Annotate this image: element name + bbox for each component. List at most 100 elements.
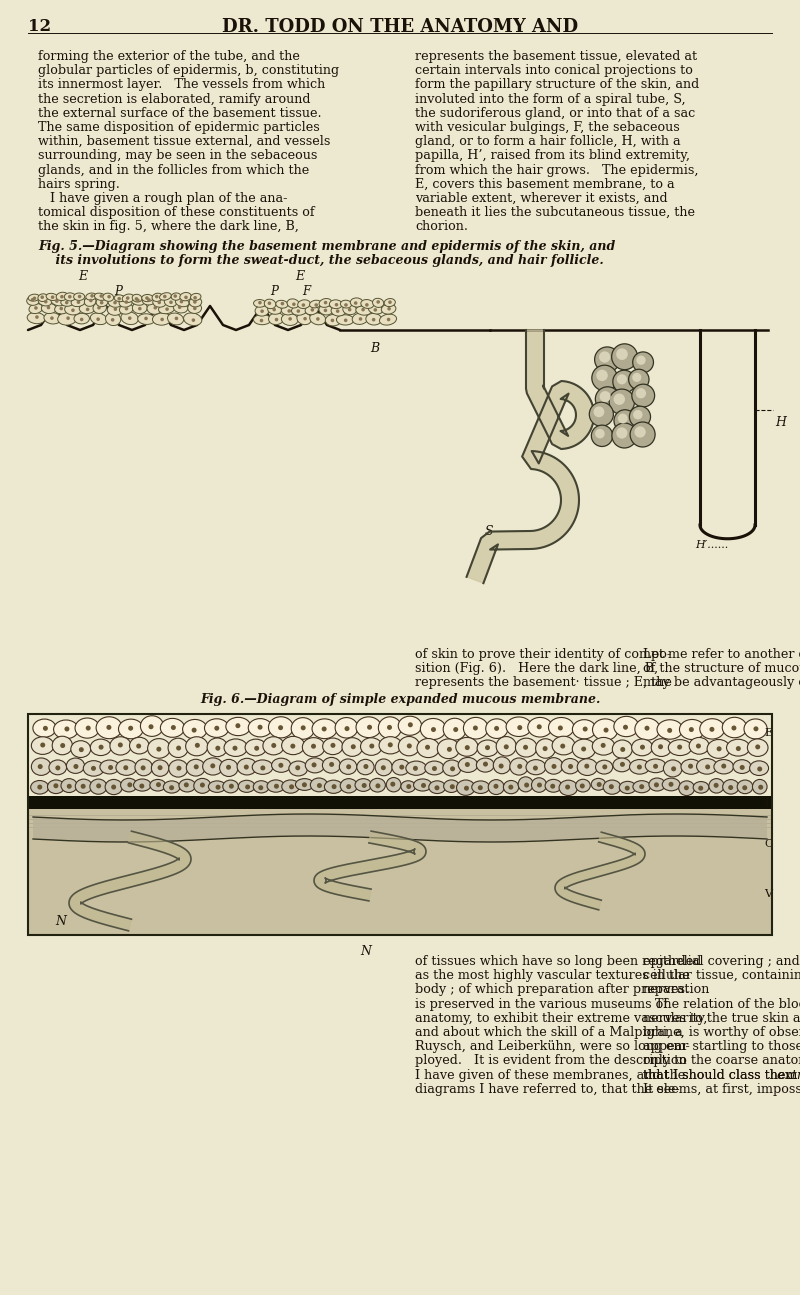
Ellipse shape xyxy=(545,780,562,793)
Circle shape xyxy=(281,302,284,306)
Ellipse shape xyxy=(578,759,598,776)
Ellipse shape xyxy=(378,717,402,738)
Ellipse shape xyxy=(168,738,188,758)
Ellipse shape xyxy=(593,719,618,741)
Ellipse shape xyxy=(105,780,122,795)
Circle shape xyxy=(89,299,93,302)
Text: E: E xyxy=(78,269,87,284)
Ellipse shape xyxy=(222,780,238,793)
Ellipse shape xyxy=(319,299,332,307)
Circle shape xyxy=(494,726,499,730)
Ellipse shape xyxy=(46,294,58,300)
Circle shape xyxy=(118,297,121,300)
Polygon shape xyxy=(69,831,191,931)
Ellipse shape xyxy=(678,781,694,795)
Circle shape xyxy=(594,407,604,417)
Circle shape xyxy=(107,295,111,298)
Ellipse shape xyxy=(444,780,459,793)
Circle shape xyxy=(390,782,395,786)
Circle shape xyxy=(450,767,455,772)
Circle shape xyxy=(689,726,694,732)
Ellipse shape xyxy=(591,778,606,790)
Circle shape xyxy=(478,785,482,790)
Ellipse shape xyxy=(350,298,363,307)
Circle shape xyxy=(432,767,437,771)
Circle shape xyxy=(184,295,188,299)
Bar xyxy=(28,714,772,935)
Text: diagrams I have referred to, that the ele-: diagrams I have referred to, that the el… xyxy=(415,1083,680,1096)
Circle shape xyxy=(386,317,390,321)
Ellipse shape xyxy=(54,304,70,313)
Circle shape xyxy=(34,306,38,310)
Circle shape xyxy=(125,300,128,304)
Ellipse shape xyxy=(269,312,284,325)
Circle shape xyxy=(41,295,44,299)
Ellipse shape xyxy=(310,778,327,791)
Ellipse shape xyxy=(379,315,397,325)
Circle shape xyxy=(596,369,608,381)
Circle shape xyxy=(60,743,65,749)
Circle shape xyxy=(302,782,307,787)
Ellipse shape xyxy=(572,739,596,759)
Circle shape xyxy=(613,370,635,392)
Circle shape xyxy=(55,765,60,771)
Ellipse shape xyxy=(662,778,680,791)
Text: represents the basement tissue, elevated at: represents the basement tissue, elevated… xyxy=(415,51,697,63)
Text: The relation of the blood-vessels and: The relation of the blood-vessels and xyxy=(642,997,800,1010)
Circle shape xyxy=(629,369,649,390)
Circle shape xyxy=(194,764,198,769)
Circle shape xyxy=(78,295,82,298)
Circle shape xyxy=(758,767,762,772)
Circle shape xyxy=(235,723,240,728)
Ellipse shape xyxy=(159,293,171,300)
Circle shape xyxy=(111,319,114,321)
Circle shape xyxy=(174,294,177,298)
Circle shape xyxy=(473,725,478,730)
Circle shape xyxy=(274,783,279,789)
Circle shape xyxy=(191,319,195,322)
Ellipse shape xyxy=(679,720,705,739)
Circle shape xyxy=(614,409,636,431)
Ellipse shape xyxy=(106,312,121,325)
Ellipse shape xyxy=(75,717,99,738)
Ellipse shape xyxy=(282,737,305,755)
Circle shape xyxy=(370,743,374,749)
Circle shape xyxy=(617,374,627,385)
Text: body ; of which preparation after preparation: body ; of which preparation after prepar… xyxy=(415,983,710,996)
Text: represents the basement· tissue ; E, the: represents the basement· tissue ; E, the xyxy=(415,676,672,689)
Circle shape xyxy=(742,785,747,790)
Ellipse shape xyxy=(398,737,420,756)
Circle shape xyxy=(324,300,327,304)
Text: as the most highly vascular textures in the: as the most highly vascular textures in … xyxy=(415,969,690,982)
Circle shape xyxy=(537,724,542,729)
Circle shape xyxy=(233,746,238,751)
Circle shape xyxy=(96,317,100,321)
Ellipse shape xyxy=(31,737,54,755)
Circle shape xyxy=(229,783,234,789)
Ellipse shape xyxy=(54,720,78,738)
Text: globular particles of epidermis, b, constituting: globular particles of epidermis, b, cons… xyxy=(38,65,339,78)
Circle shape xyxy=(302,303,305,307)
Text: and about which the skill of a Malpighi, a: and about which the skill of a Malpighi,… xyxy=(415,1026,682,1039)
Ellipse shape xyxy=(38,294,48,302)
Ellipse shape xyxy=(96,716,122,738)
Text: C: C xyxy=(764,839,773,850)
Circle shape xyxy=(560,743,566,749)
Text: forming the exterior of the tube, and the: forming the exterior of the tube, and th… xyxy=(38,51,300,63)
Ellipse shape xyxy=(179,780,195,793)
Circle shape xyxy=(618,413,628,423)
Text: F: F xyxy=(302,285,310,298)
Ellipse shape xyxy=(488,780,504,795)
Ellipse shape xyxy=(322,758,341,773)
Circle shape xyxy=(483,761,488,767)
Circle shape xyxy=(542,746,547,751)
Circle shape xyxy=(722,764,726,768)
Ellipse shape xyxy=(75,780,92,794)
Circle shape xyxy=(639,785,644,789)
Circle shape xyxy=(90,294,94,298)
Circle shape xyxy=(365,303,369,307)
Ellipse shape xyxy=(429,781,446,794)
Text: 12: 12 xyxy=(28,18,51,35)
Circle shape xyxy=(609,785,614,789)
Circle shape xyxy=(594,347,620,372)
